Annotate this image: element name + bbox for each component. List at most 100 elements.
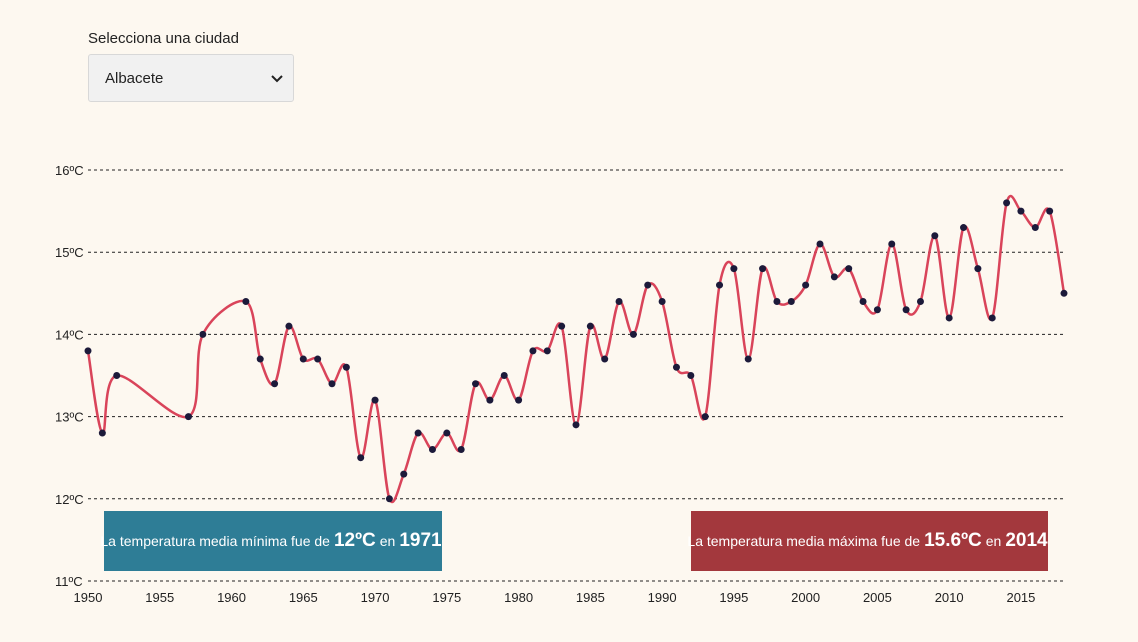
data-point — [457, 445, 465, 453]
data-point — [1003, 199, 1011, 207]
data-point — [773, 298, 781, 306]
city-selector: Selecciona una ciudad Albacete — [88, 30, 294, 102]
data-point — [888, 240, 896, 248]
city-select-value: Albacete — [105, 69, 164, 87]
data-point — [529, 347, 537, 355]
x-tick-label: 1975 — [432, 590, 461, 605]
data-point — [960, 224, 968, 232]
x-tick-label: 2005 — [863, 590, 892, 605]
data-point — [730, 265, 738, 273]
data-point — [759, 265, 767, 273]
data-point — [629, 330, 637, 338]
data-point — [543, 347, 551, 355]
x-tick-label: 1960 — [217, 590, 246, 605]
data-point — [98, 429, 106, 437]
data-point — [830, 273, 838, 281]
x-axis: 1950 1955 1960 1965 1970 1975 1980 1985 1990 1995… — [74, 590, 1036, 605]
data-point — [342, 363, 350, 371]
max-callout-connector: en — [985, 533, 1002, 549]
data-point — [199, 330, 207, 338]
data-point — [515, 396, 523, 404]
data-point — [1060, 289, 1068, 297]
min-temperature-callout: La temperatura media mínima fue de 12ºC … — [100, 511, 442, 571]
data-point — [988, 314, 996, 322]
data-point — [1046, 207, 1054, 215]
data-point — [500, 372, 508, 379]
data-point — [443, 429, 451, 437]
y-tick-label: 14ºC — [55, 327, 84, 342]
series-line — [86, 194, 1066, 503]
data-point — [658, 298, 666, 306]
data-point — [902, 306, 910, 314]
x-tick-label: 1990 — [648, 590, 677, 605]
max-callout-value: 15.6ºC — [924, 530, 982, 551]
data-point — [285, 322, 293, 330]
y-axis: 11ºC 12ºC 13ºC 14ºC 15ºC 16ºC — [55, 163, 84, 589]
x-tick-label: 2015 — [1006, 590, 1035, 605]
data-point — [802, 281, 810, 289]
data-point — [974, 265, 982, 273]
x-tick-label: 2010 — [935, 590, 964, 605]
data-point — [472, 380, 480, 388]
data-point — [716, 281, 724, 289]
y-tick-label: 12ºC — [55, 492, 84, 507]
max-callout-prefix: La temperatura media máxima fue de — [687, 533, 921, 549]
data-point — [816, 240, 824, 248]
data-point — [314, 355, 322, 363]
data-point — [1017, 207, 1025, 215]
data-point — [787, 298, 795, 306]
data-point — [486, 396, 494, 404]
data-point — [242, 298, 250, 306]
data-point — [644, 281, 652, 289]
data-point — [615, 298, 623, 306]
data-point — [558, 322, 566, 330]
x-tick-label: 1980 — [504, 590, 533, 605]
data-point — [328, 380, 336, 388]
max-temperature-callout: La temperatura media máxima fue de 15.6º… — [687, 511, 1048, 571]
data-point — [371, 396, 379, 404]
y-tick-label: 11ºC — [55, 574, 83, 589]
data-point — [84, 347, 92, 355]
max-callout-year: 2014 — [1005, 530, 1048, 551]
grid-lines — [88, 169, 1064, 582]
x-tick-label: 1985 — [576, 590, 605, 605]
min-callout-connector: en — [379, 533, 396, 549]
x-tick-label: 2000 — [791, 590, 820, 605]
city-selector-label: Selecciona una ciudad — [88, 30, 239, 47]
data-point — [299, 355, 307, 363]
data-point — [428, 445, 436, 453]
y-tick-label: 13ºC — [55, 410, 84, 425]
data-point — [931, 232, 939, 240]
data-point — [400, 470, 408, 478]
x-tick-label: 1955 — [145, 590, 174, 605]
min-callout-year: 1971 — [399, 530, 442, 551]
min-callout-prefix: La temperatura media mínima fue de — [100, 533, 330, 549]
x-tick-label: 1995 — [719, 590, 748, 605]
data-point — [672, 363, 680, 371]
data-point — [744, 355, 752, 363]
chevron-down-icon — [271, 75, 283, 83]
min-callout-value: 12ºC — [333, 530, 376, 551]
y-tick-label: 16ºC — [55, 163, 84, 178]
data-point — [601, 355, 609, 363]
x-tick-label: 1970 — [361, 590, 390, 605]
data-point — [845, 265, 853, 273]
data-point — [586, 322, 594, 330]
data-point — [859, 298, 867, 306]
data-point — [184, 413, 192, 421]
data-point — [113, 372, 121, 379]
data-point — [687, 372, 695, 379]
data-point — [916, 298, 924, 306]
data-points — [84, 199, 1068, 503]
data-point — [385, 495, 393, 503]
city-select[interactable]: Albacete — [88, 54, 294, 102]
x-tick-label: 1950 — [74, 590, 103, 605]
data-point — [873, 306, 881, 314]
data-point — [271, 380, 279, 388]
data-point — [701, 413, 709, 421]
data-point — [357, 454, 365, 462]
data-point — [572, 421, 580, 429]
data-point — [414, 429, 422, 437]
data-point — [256, 355, 264, 363]
